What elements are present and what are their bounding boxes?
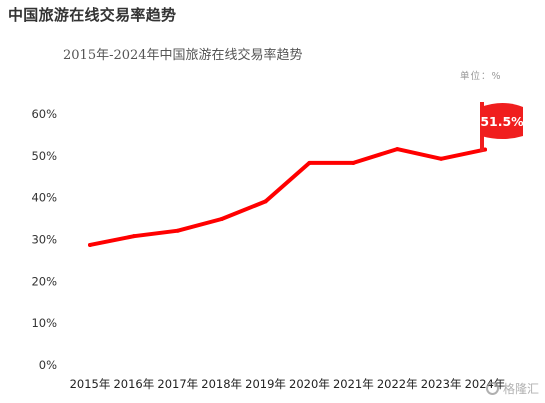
y-tick-label: 20%	[31, 274, 57, 288]
y-tick-label: 0%	[39, 358, 57, 372]
y-tick-label: 10%	[31, 316, 57, 330]
data-point	[439, 156, 444, 161]
data-point	[175, 228, 180, 233]
y-tick-label: 40%	[31, 191, 57, 205]
data-point	[351, 160, 356, 165]
x-tick-label: 2022年	[377, 377, 418, 391]
data-point	[263, 199, 268, 204]
callout-pole	[480, 102, 484, 152]
y-tick-label: 30%	[31, 233, 57, 247]
callout-flag	[481, 103, 523, 139]
x-tick-label: 2015年	[70, 377, 111, 391]
unit-label: 单位：%	[460, 71, 502, 82]
data-point	[307, 160, 312, 165]
series-line	[88, 147, 487, 247]
x-tick-label: 2021年	[333, 377, 374, 391]
page-title: 中国旅游在线交易率趋势	[8, 6, 177, 24]
callout-label: 51.5%	[480, 114, 524, 129]
callout-layer: 51.5%	[480, 102, 524, 152]
x-tick-label: 2018年	[201, 377, 242, 391]
data-point	[131, 234, 136, 239]
x-tick-label: 2020年	[289, 377, 330, 391]
x-tick-label: 2019年	[245, 377, 286, 391]
x-tick-label: 2017年	[157, 377, 198, 391]
x-axis: 2015年 2016年 2017年 2018年 2019年 2020年 2021年 2022年…	[70, 377, 506, 391]
y-tick-label: 50%	[31, 149, 57, 163]
watermark-text: 格隆汇	[502, 382, 539, 396]
y-tick-label: 60%	[31, 107, 57, 121]
watermark: 格隆汇	[485, 380, 539, 397]
series-layer	[88, 147, 487, 247]
watermark-logo-icon	[485, 382, 499, 395]
x-tick-label: 2016年	[113, 377, 154, 391]
chart-subtitle: 2015年-2024年中国旅游在线交易率趋势	[63, 48, 303, 63]
data-point	[219, 217, 224, 222]
data-point	[88, 242, 92, 247]
x-tick-label: 2023年	[421, 377, 462, 391]
data-point	[395, 147, 400, 152]
y-axis: 0% 10% 20% 30% 40% 50% 60%	[31, 107, 57, 372]
